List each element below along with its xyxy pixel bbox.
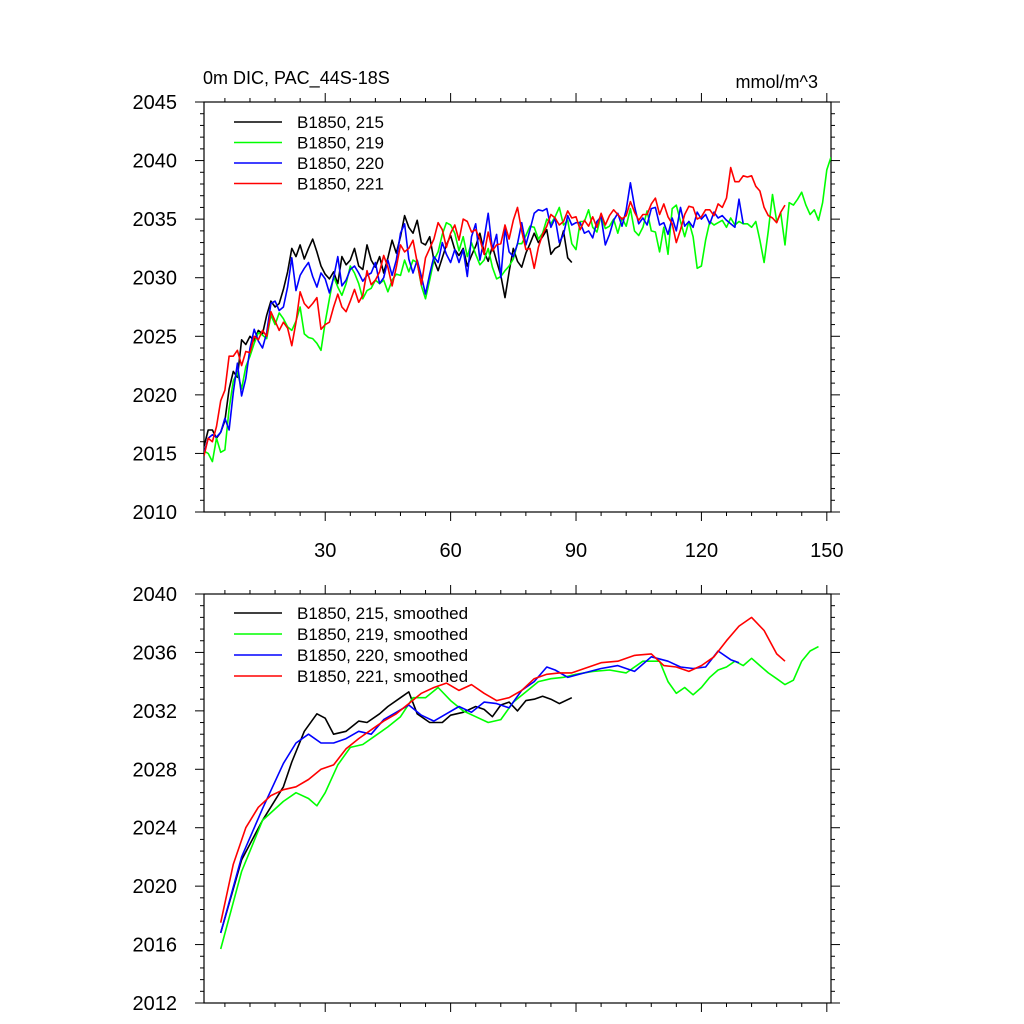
x-tick-label: 90 bbox=[565, 540, 587, 562]
y-tick-label: 2010 bbox=[133, 502, 178, 524]
y-tick-label: 2025 bbox=[133, 326, 178, 348]
bottom-panel: 2012 2016 2020 2024 2028 2032 2036 2040 B1850, 2… bbox=[133, 584, 840, 1015]
units-label: mmol/m^3 bbox=[736, 72, 818, 92]
x-tick-label: 150 bbox=[810, 540, 843, 562]
plot-frame bbox=[203, 101, 832, 513]
legend-label: B1850, 221, smoothed bbox=[297, 667, 468, 686]
y-tick-label: 2040 bbox=[133, 151, 178, 173]
y-tick-label: 2015 bbox=[133, 443, 178, 465]
y-tick-label: 2045 bbox=[133, 92, 178, 114]
top-panel: 0m DIC, PAC_44S-18S mmol/m^3 2010 2015 202… bbox=[133, 68, 844, 562]
y-tick-label: 2030 bbox=[133, 268, 178, 290]
y-tick-label: 2020 bbox=[133, 385, 178, 407]
y-tick-label: 2016 bbox=[133, 935, 178, 957]
y-tick-label: 2020 bbox=[133, 876, 178, 898]
series-line-1 bbox=[219, 645, 819, 950]
legend-label: B1850, 221 bbox=[297, 175, 384, 194]
series-line-3 bbox=[219, 616, 786, 923]
x-tick-label: 60 bbox=[439, 540, 461, 562]
x-tick-label: 120 bbox=[685, 540, 718, 562]
legend-label: B1850, 220, smoothed bbox=[297, 646, 468, 665]
y-tick-label: 2035 bbox=[133, 209, 178, 231]
legend-label: B1850, 219 bbox=[297, 134, 384, 153]
y-tick-label: 2028 bbox=[133, 759, 178, 781]
y-tick-label: 2012 bbox=[133, 993, 178, 1015]
series-line-0 bbox=[204, 214, 573, 447]
y-tick-label: 2040 bbox=[133, 584, 178, 606]
legend-label: B1850, 220 bbox=[297, 154, 384, 173]
legend-label: B1850, 219, smoothed bbox=[297, 625, 468, 644]
y-tick-label: 2036 bbox=[133, 642, 178, 664]
legend-label: B1850, 215 bbox=[297, 113, 384, 132]
series-line-2 bbox=[204, 182, 744, 454]
series-line-2 bbox=[219, 650, 740, 934]
y-tick-label: 2024 bbox=[133, 818, 178, 840]
x-tick-label: 30 bbox=[314, 540, 336, 562]
series-line-3 bbox=[204, 166, 786, 456]
plot-frame bbox=[203, 593, 832, 1004]
series-line-0 bbox=[219, 691, 573, 934]
y-tick-label: 2032 bbox=[133, 701, 178, 723]
chart-title: 0m DIC, PAC_44S-18S bbox=[203, 68, 390, 89]
legend-label: B1850, 215, smoothed bbox=[297, 604, 468, 623]
